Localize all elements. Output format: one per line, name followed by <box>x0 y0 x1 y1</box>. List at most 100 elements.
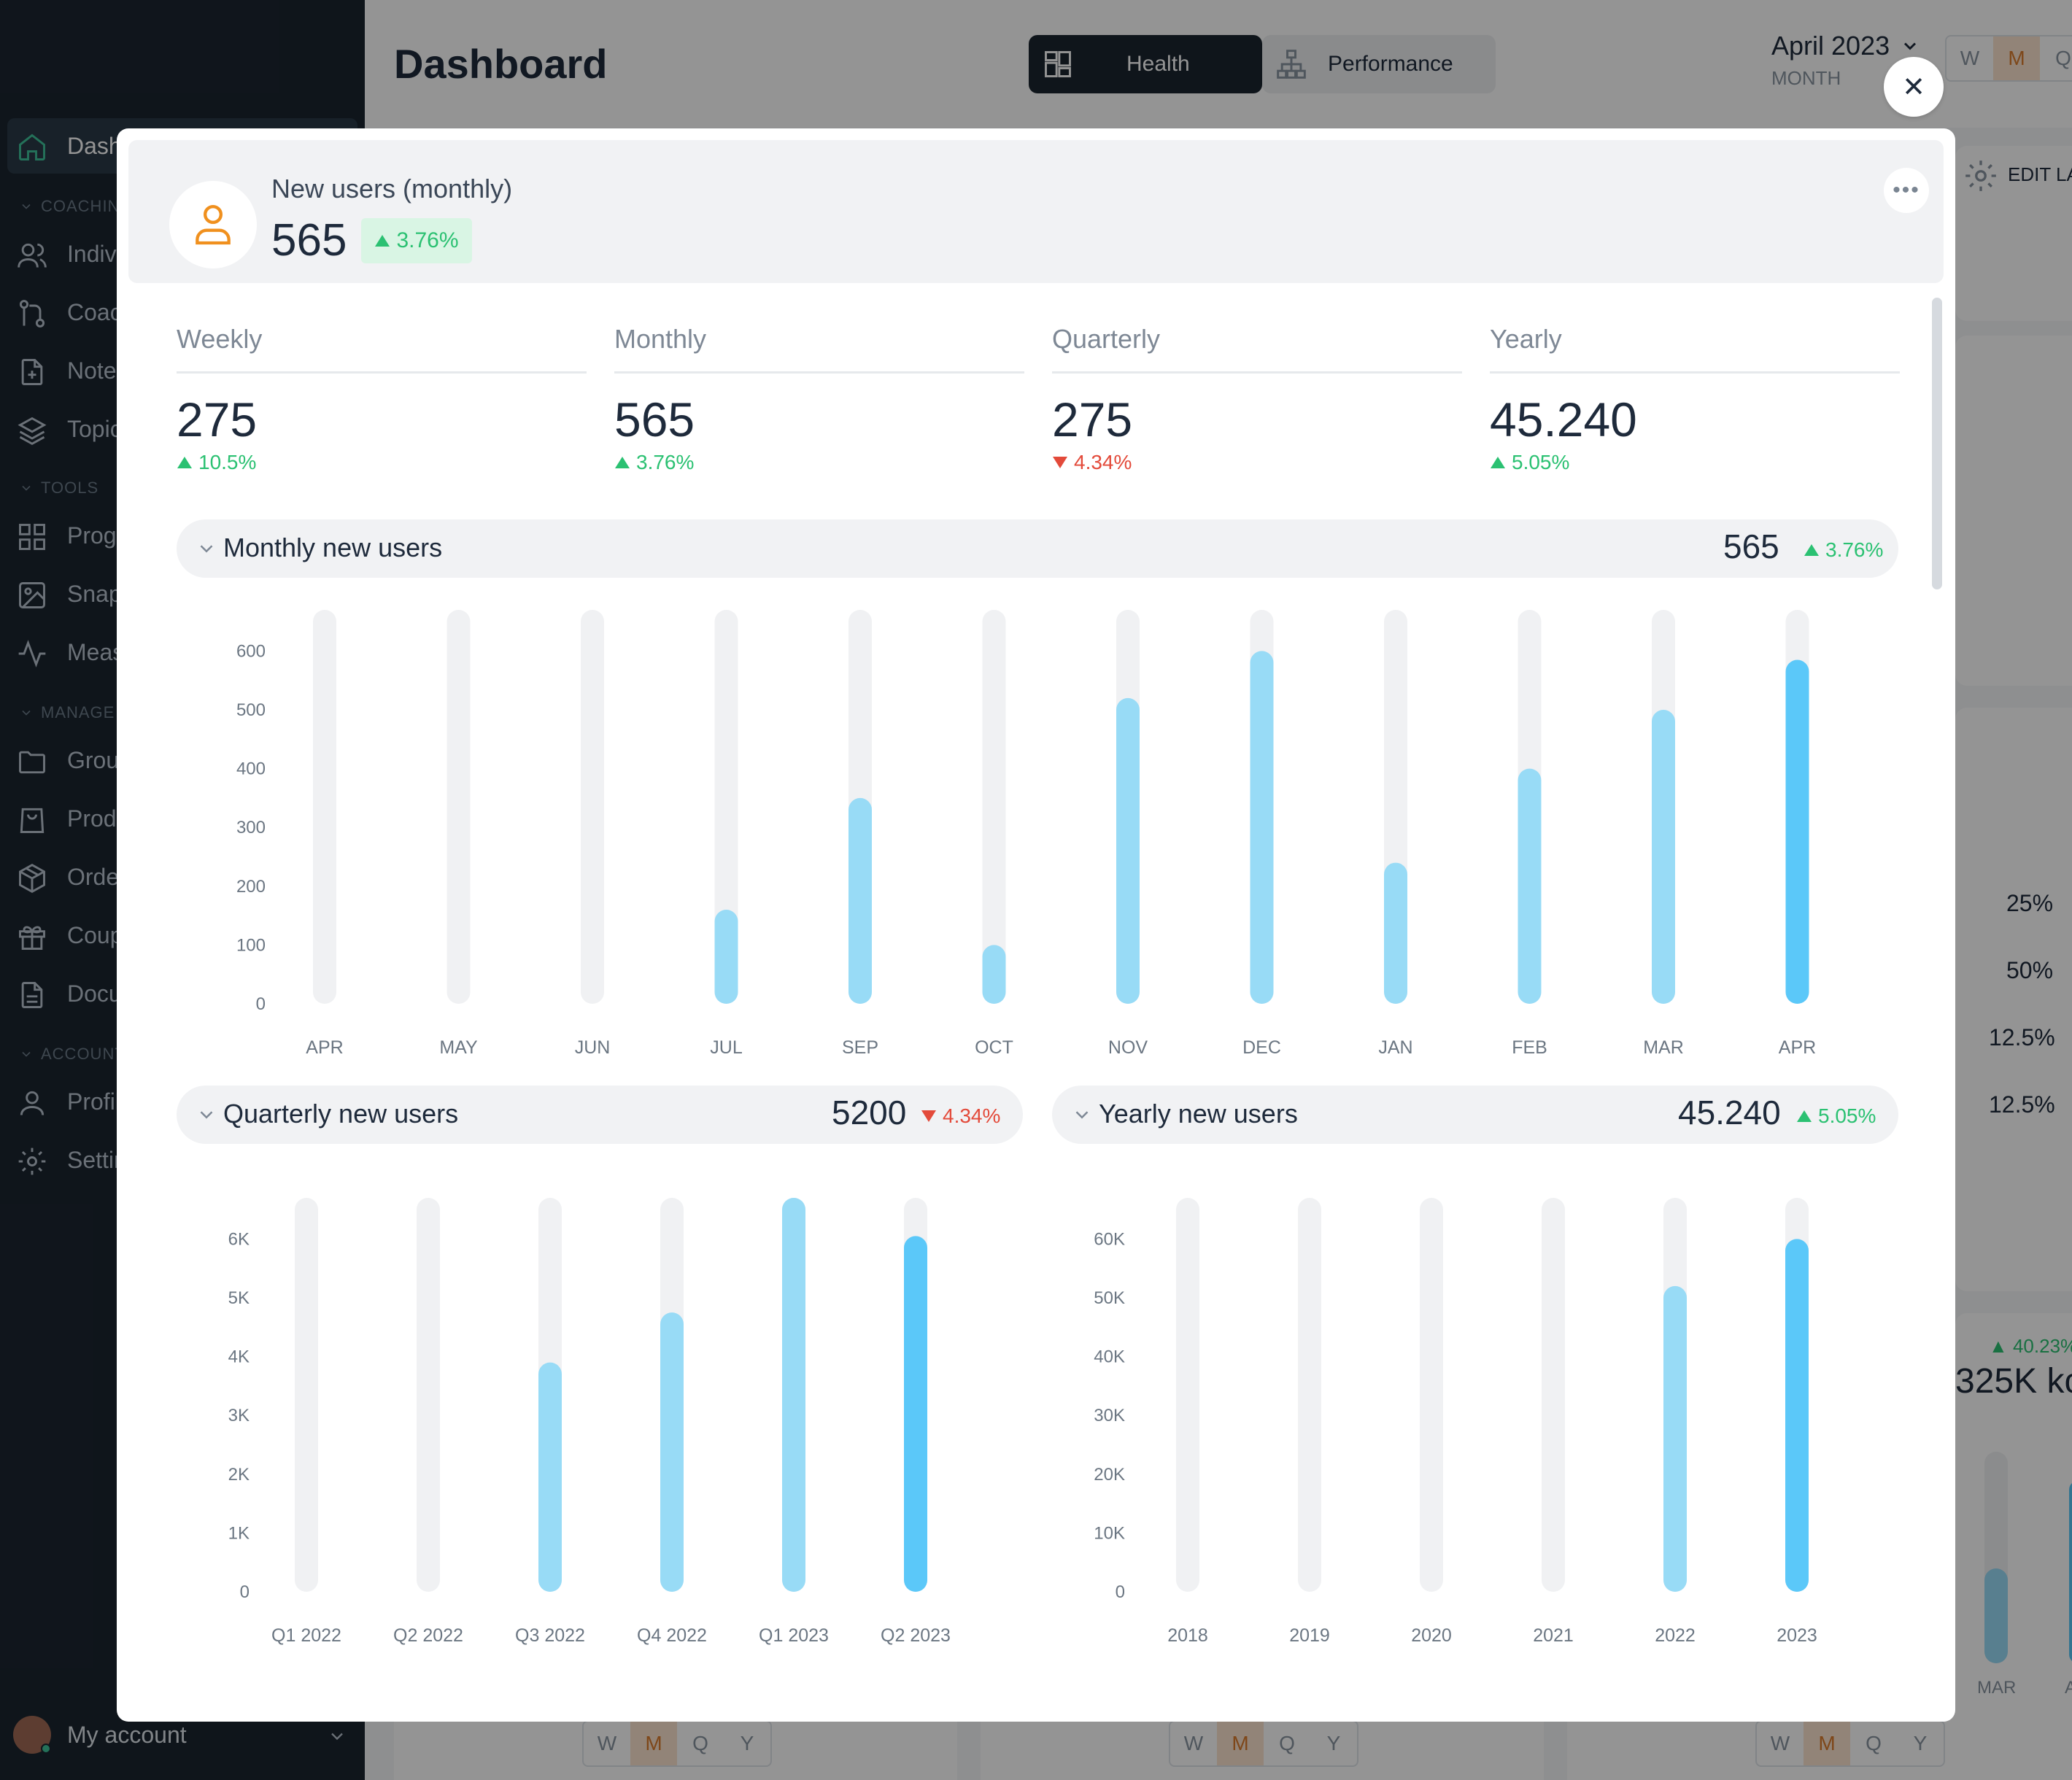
bar-track <box>313 610 336 1004</box>
bar <box>1250 651 1274 1004</box>
kpi-change: 3.76% <box>614 451 1024 474</box>
bar <box>538 1362 562 1592</box>
kpi-quarterly: Quarterly 275 4.34% <box>1052 324 1462 474</box>
y-axis-tick-label: 50K <box>1094 1288 1125 1308</box>
sidebar-section-manage[interactable]: MANAGE <box>19 703 115 722</box>
x-axis-label: MAR <box>1643 1037 1684 1058</box>
y-axis-tick-label: 0 <box>240 1582 250 1602</box>
period-button-m[interactable]: M <box>1217 1722 1264 1765</box>
background-card <box>1955 336 2072 686</box>
section-label: TOOLS <box>41 479 99 497</box>
sidebar-section-tools[interactable]: TOOLS <box>19 479 98 498</box>
quarterly-bar-chart: 0 1K 2K 3K 4K 5K 6K Q1 2022 Q2 2022 Q3 2022 Q4 202… <box>228 1198 951 1646</box>
bar <box>1384 862 1407 1004</box>
x-axis-label: Q1 2023 <box>759 1625 829 1646</box>
bar <box>660 1312 684 1592</box>
triangle-down-icon <box>1053 457 1067 468</box>
page-title: Dashboard <box>394 41 608 87</box>
kpi-label: Weekly <box>177 324 587 374</box>
x-axis-label: MAY <box>439 1037 478 1058</box>
x-axis-label: OCT <box>975 1037 1013 1058</box>
sitemap-icon <box>1277 50 1306 79</box>
y-axis-tick-label: 200 <box>236 877 266 897</box>
section-header-monthly[interactable]: Monthly new users 565 3.76% <box>177 519 1898 578</box>
chevron-down-icon <box>1075 1111 1089 1119</box>
chevron-down-icon <box>200 545 213 553</box>
triangle-up-icon <box>375 234 390 247</box>
y-axis-tick-label: 60K <box>1094 1229 1125 1249</box>
period-button-q[interactable]: Q <box>1866 1732 1882 1754</box>
edit-layout-button[interactable]: EDIT LAYOUT <box>2008 163 2072 185</box>
period-button-q[interactable]: Q <box>2055 47 2071 69</box>
x-axis-label: JAN <box>1378 1037 1412 1058</box>
kpi-value: 565 <box>614 392 695 446</box>
kpi-value: 275 <box>1052 392 1133 446</box>
git-branch-icon <box>19 300 45 328</box>
kpi-monthly: Monthly 565 3.76% <box>614 324 1024 474</box>
x-axis-label: 2019 <box>1289 1625 1330 1646</box>
grid-icon <box>19 524 45 550</box>
y-axis-tick-label: 0 <box>256 994 266 1014</box>
tab-performance[interactable]: Performance <box>1262 35 1496 93</box>
bar-track <box>714 610 738 1004</box>
x-axis-label: MAR <box>1977 1678 2017 1698</box>
percent-label: 12.5% <box>1989 1024 2055 1050</box>
section-header-quarterly[interactable]: Quarterly new users 5200 4.34% <box>177 1086 1023 1144</box>
folder-icon <box>19 751 45 774</box>
x-axis-label: 2023 <box>1777 1625 1817 1646</box>
bar-track <box>1176 1198 1199 1592</box>
x-axis-label: APR <box>1779 1037 1816 1058</box>
triangle-up-icon <box>1797 1110 1812 1122</box>
triangle-down-icon <box>921 1110 936 1122</box>
package-icon <box>19 863 45 894</box>
period-button-w[interactable]: W <box>1183 1732 1204 1754</box>
period-button-y[interactable]: Y <box>1913 1732 1928 1754</box>
metric-icon-circle <box>169 181 257 268</box>
period-button-m[interactable]: M <box>1804 1722 1850 1765</box>
account-menu[interactable]: My account <box>0 1706 365 1764</box>
period-button-y[interactable]: Y <box>740 1732 754 1754</box>
x-axis-label: FEB <box>1512 1037 1547 1058</box>
section-header-yearly[interactable]: Yearly new users 45.240 5.05% <box>1052 1086 1898 1144</box>
chevron-down-icon <box>22 710 31 716</box>
period-toggle: W M Q Y <box>582 1720 772 1767</box>
modal-header: New users (monthly) 565 3.76% ••• <box>128 140 1944 283</box>
x-axis-label: Q2 2023 <box>881 1625 951 1646</box>
sidebar-section-account[interactable]: ACCOUNT <box>19 1045 125 1064</box>
y-axis-tick-label: 600 <box>236 641 266 661</box>
x-axis-label: APR <box>306 1037 343 1058</box>
period-toggle: W M Q Y <box>1755 1720 1945 1767</box>
layers-icon <box>18 417 47 446</box>
period-button-w[interactable]: W <box>1960 47 1980 69</box>
modal-scrollbar[interactable] <box>1932 298 1942 589</box>
online-status-dot <box>41 1744 51 1754</box>
period-button-q[interactable]: Q <box>1279 1732 1295 1754</box>
x-axis-label: JUL <box>710 1037 743 1058</box>
chevron-down-icon <box>331 1733 343 1741</box>
note-add-icon <box>21 359 43 385</box>
gear-icon <box>1965 160 1996 191</box>
tab-health[interactable]: Health <box>1029 35 1262 93</box>
card-change: ▲ 40.23% <box>1989 1335 2072 1357</box>
close-button[interactable]: ✕ <box>1884 57 1944 117</box>
triangle-up-icon <box>615 457 630 468</box>
more-options-button[interactable]: ••• <box>1884 168 1929 213</box>
bar-track <box>295 1198 318 1592</box>
y-axis-tick-label: 40K <box>1094 1347 1125 1367</box>
period-button-m[interactable]: M <box>630 1722 677 1765</box>
metric-detail-modal: New users (monthly) 565 3.76% ••• Weekly… <box>117 128 1955 1722</box>
period-selector[interactable]: April 2023 MONTH <box>1771 31 1920 90</box>
chevron-down-icon <box>1904 42 1917 50</box>
y-axis-tick-label: 3K <box>228 1406 250 1425</box>
y-axis-tick-label: 300 <box>236 818 266 837</box>
period-button-w[interactable]: W <box>597 1732 617 1754</box>
period-button-w[interactable]: W <box>1770 1732 1790 1754</box>
period-button-y[interactable]: Y <box>1326 1732 1341 1754</box>
period-button-q[interactable]: Q <box>692 1732 708 1754</box>
home-icon <box>19 134 45 160</box>
period-button-m[interactable]: M <box>1993 36 2040 80</box>
gear-icon <box>18 1148 46 1175</box>
x-axis-label: SEP <box>842 1037 878 1058</box>
kpi-value: 275 <box>177 392 258 446</box>
bar <box>1785 1239 1809 1592</box>
